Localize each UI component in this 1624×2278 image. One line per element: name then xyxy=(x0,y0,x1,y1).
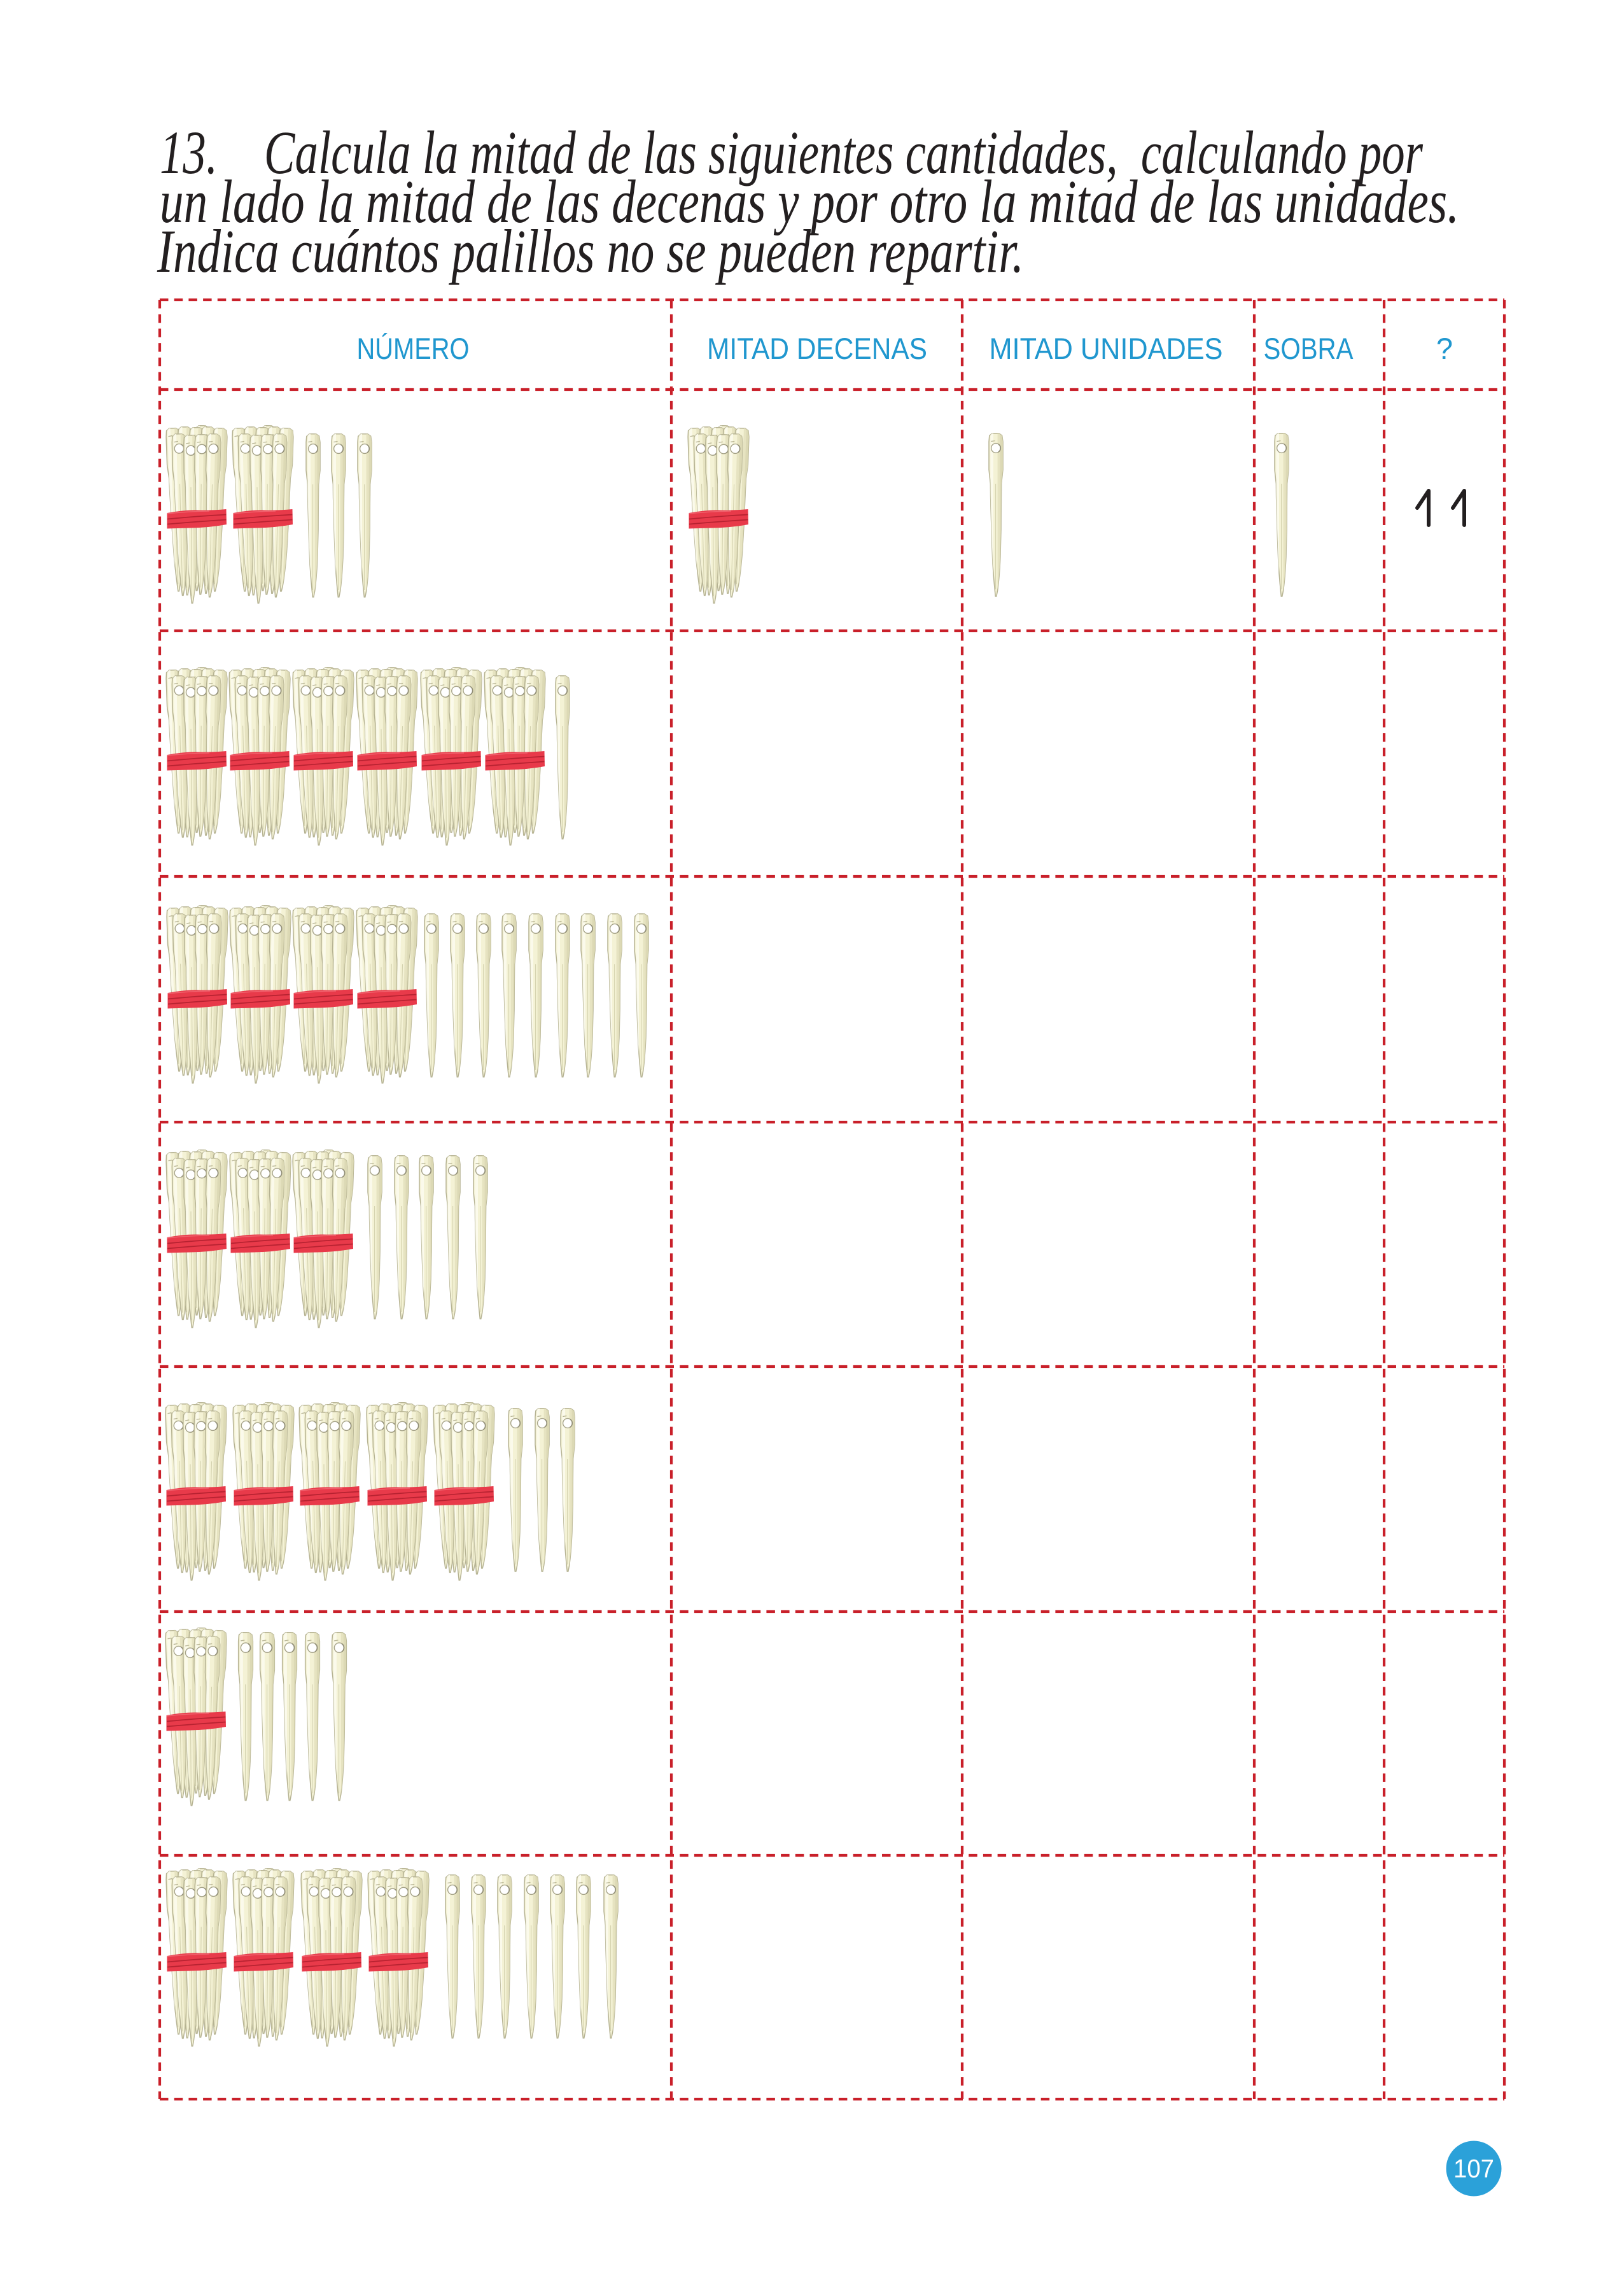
svg-text:NÚMERO: NÚMERO xyxy=(357,332,470,365)
svg-text:MITAD DECENAS: MITAD DECENAS xyxy=(707,332,927,365)
svg-text:13. Calcula la mitad de las: 13. Calcula la mitad de las siguientes c… xyxy=(160,118,1423,186)
svg-text:107: 107 xyxy=(1453,2154,1494,2183)
svg-text:MITAD UNIDADES: MITAD UNIDADES xyxy=(990,332,1223,365)
svg-text:SOBRA: SOBRA xyxy=(1264,332,1354,365)
svg-text:Indica cuántos palillos no se: Indica cuántos palillos no se pueden rep… xyxy=(157,217,1024,285)
svg-text:un lado la mitad de las decena: un lado la mitad de las decenas y por ot… xyxy=(160,167,1459,236)
svg-text:?: ? xyxy=(1436,332,1453,365)
